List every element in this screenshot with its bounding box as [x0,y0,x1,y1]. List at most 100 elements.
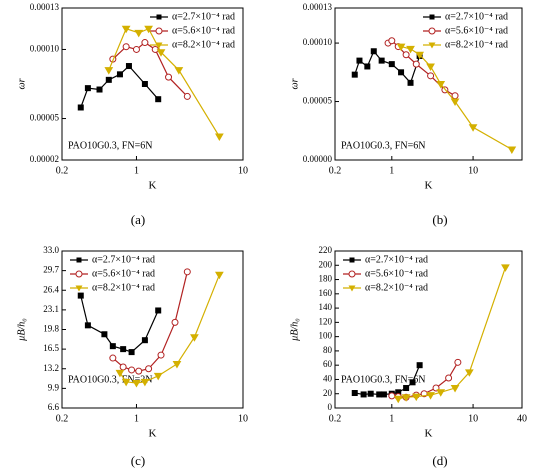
x-tick-label: 1 [389,165,394,176]
marker [393,395,403,404]
marker [356,57,363,64]
x-axis-label: K [149,180,157,192]
legend-marker [155,27,163,35]
y-tick-label: 9.9 [48,382,60,392]
marker [364,63,371,70]
caption: (c) [131,453,145,468]
marker [132,380,141,388]
marker [109,343,116,350]
marker [406,45,415,54]
marker [401,394,411,402]
marker [115,369,125,378]
legend-label: α=5.6×10⁻⁴ rad [365,268,428,279]
y-tick-label: 220 [319,245,333,255]
legend-marker [429,14,435,20]
y-tick-label: 0.00005 [303,96,333,106]
y-axis-label: ωr [16,78,27,89]
legend-label: α=8.2×10⁻⁴ rad [92,282,155,293]
marker [388,61,395,68]
legend-label: α=2.7×10⁻⁴ rad [445,11,508,22]
legend-label: α=2.7×10⁻⁴ rad [92,254,155,265]
x-axis-label: K [425,180,433,192]
legend-marker [428,42,436,49]
marker [120,346,127,353]
marker [190,334,199,342]
marker [172,360,182,369]
marker [416,362,423,369]
marker [451,92,459,100]
marker [116,71,123,78]
x-tick-label: 1 [389,413,394,424]
marker [370,48,377,55]
marker [84,85,91,92]
x-axis-label: K [149,428,157,440]
annotation: PAO10G0.3, FN=2N [68,374,152,385]
marker [396,43,406,52]
y-tick-label: 60 [323,359,333,369]
plot-frame [334,7,523,161]
y-tick-label: 16.5 [43,343,59,353]
legend-marker [75,270,83,278]
y-tick-label: 23.1 [43,304,59,314]
marker [135,367,143,375]
marker [351,390,358,397]
x-tick-label: 1 [134,413,139,424]
y-axis-label: μB/h₀ [16,318,27,342]
caption: (b) [432,212,447,227]
x-tick-label: 0.2 [329,165,342,176]
marker [380,391,387,398]
marker [156,49,166,57]
series-line [80,295,159,353]
marker [415,51,425,60]
marker [351,71,358,78]
y-tick-label: 0.00005 [30,113,60,123]
marker [388,392,396,400]
marker [122,43,130,51]
legend-marker [156,14,162,20]
y-tick-label: 180 [319,274,333,284]
y-tick-label: 20 [323,388,333,398]
marker [121,25,131,34]
marker [398,69,405,76]
y-tick-label: 0.00000 [303,154,333,164]
legend-label: α=5.6×10⁻⁴ rad [172,25,235,36]
marker [367,390,374,397]
marker [183,268,191,276]
marker [183,92,191,100]
y-tick-label: 160 [319,288,333,298]
marker [119,363,127,371]
series-line [354,364,421,396]
marker [427,72,435,80]
x-tick-label: 1 [134,165,139,176]
marker [155,307,162,314]
marker [132,45,140,53]
marker [445,374,453,382]
legend-label: α=2.7×10⁻⁴ rad [172,11,235,22]
legend-marker [76,257,82,263]
y-tick-label: 33.0 [43,245,59,255]
x-tick-label: 10 [238,165,248,176]
chart-panel: 0.2 1 10 0.00002 0.00005 0.00010 0.00013 Kωr PAO… [16,2,248,227]
y-tick-label: 13.2 [43,363,59,373]
marker [214,133,224,142]
marker [174,67,184,75]
marker [104,67,114,75]
x-tick-label: 0.2 [56,413,69,424]
x-tick-label: 0.2 [56,165,69,176]
y-tick-label: 0.00013 [30,2,60,12]
marker [409,379,416,386]
marker [144,25,153,34]
marker [214,271,224,280]
y-tick-label: 26.4 [43,284,59,294]
y-tick-label: 140 [319,302,333,312]
marker [125,63,132,70]
marker [105,76,112,83]
chart-panel: 0.2 1 10 0.00000 0.00005 0.00010 0.00013 Kωr PAO… [289,2,523,227]
y-tick-label: 19.8 [43,324,59,334]
marker [454,358,462,366]
marker [402,51,410,59]
marker [77,104,84,111]
marker [378,57,385,64]
marker [128,366,136,374]
legend-label: α=2.7×10⁻⁴ rad [365,254,428,265]
